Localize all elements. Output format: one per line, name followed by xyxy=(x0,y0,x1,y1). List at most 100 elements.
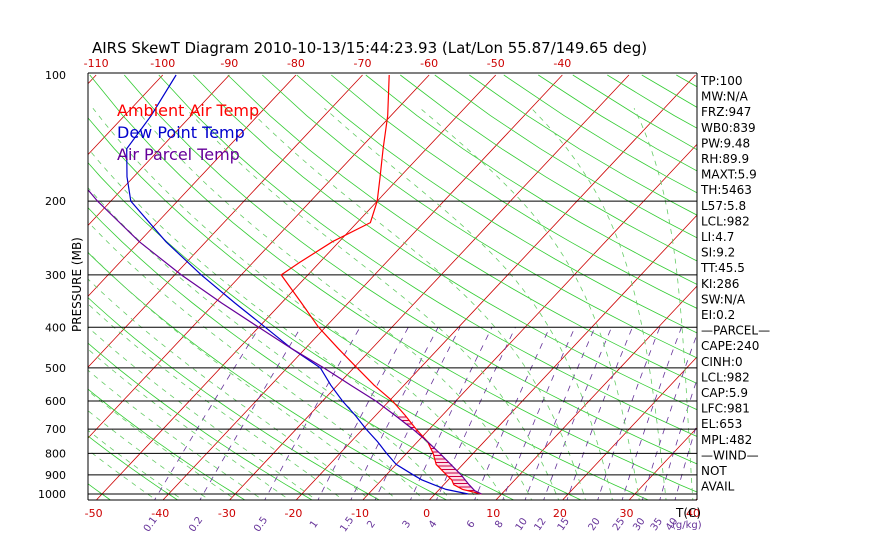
index-label: AVAIL xyxy=(701,480,735,494)
top-temp-tick-label: -80 xyxy=(287,57,305,70)
dry-adiabat-line xyxy=(123,74,697,465)
mixing-ratio-tick-label: 6 xyxy=(465,519,478,531)
mixing-ratio-tick-label: 0.2 xyxy=(187,515,205,534)
index-label: CAP:5.9 xyxy=(701,386,748,400)
moist-adiabat-line xyxy=(88,410,211,500)
index-label: LFC:981 xyxy=(701,402,750,416)
dry-adiabat-line xyxy=(88,297,381,500)
legend-dew-point-temp: Dew Point Temp xyxy=(117,123,245,142)
top-temp-tick-label: -40 xyxy=(553,57,571,70)
legend-ambient-air-temp: Ambient Air Temp xyxy=(117,101,259,120)
dry-adiabat-line xyxy=(296,74,697,334)
isotherm-line xyxy=(428,214,697,500)
top-temp-tick-label: -100 xyxy=(150,57,175,70)
moist-adiabat-line xyxy=(88,390,237,500)
mixing-ratio-line xyxy=(409,327,493,500)
isotherm-line xyxy=(295,74,696,500)
mixing-ratio-line xyxy=(524,327,596,500)
dry-adiabat-line xyxy=(88,483,112,500)
mixing-ratio-tick-label: 0.5 xyxy=(252,515,270,534)
index-label: EL:653 xyxy=(701,417,742,431)
moist-adiabat-line xyxy=(88,147,479,500)
bottom-temp-tick-label: -10 xyxy=(351,507,369,520)
moist-adiabat-line xyxy=(92,107,506,500)
isotherm-line xyxy=(760,75,870,503)
isotherm-line xyxy=(162,74,563,500)
pressure-tick-label: 900 xyxy=(45,469,66,482)
top-temp-tick-label: -60 xyxy=(420,57,438,70)
isotherm-line xyxy=(88,74,430,439)
moist-adiabat-line xyxy=(633,108,694,500)
index-label: EI:0.2 xyxy=(701,308,735,322)
moist-adiabat-line xyxy=(88,369,264,500)
moist-adiabat-line xyxy=(88,348,291,500)
plot-frame xyxy=(87,72,698,501)
top-temp-tick-label: -50 xyxy=(487,57,505,70)
isotherm-line xyxy=(0,75,30,503)
isotherm-line xyxy=(88,74,230,226)
pressure-axis-title: PRESSURE (MB) xyxy=(70,237,84,332)
index-label: MW:N/A xyxy=(701,90,749,104)
moist-adiabat-line xyxy=(185,107,560,500)
pressure-tick-label: 300 xyxy=(45,269,66,282)
dry-adiabat-line xyxy=(365,74,697,285)
moist-adiabat-line xyxy=(88,278,371,500)
moist-adiabat-line xyxy=(531,107,667,500)
index-label: TT:45.5 xyxy=(700,261,745,275)
bottom-temp-tick-label: 10 xyxy=(486,507,500,520)
thermodynamic-background xyxy=(0,74,870,503)
isotherm-line xyxy=(88,74,164,156)
bottom-temperature-labels: -50 -40 -30 -20 -10 0 10 20 30 40 xyxy=(85,507,700,520)
dry-adiabat-line xyxy=(88,117,650,500)
dry-adiabat-line xyxy=(400,74,697,262)
mixing-ratio-line xyxy=(374,327,461,500)
moist-adiabat-line xyxy=(247,107,586,500)
mixing-ratio-tick-label: 10 xyxy=(514,516,530,533)
index-label: RH:89.9 xyxy=(701,152,749,166)
dry-adiabat-line xyxy=(641,74,697,108)
index-label: TP:100 xyxy=(700,74,743,88)
mixing-ratio-tick-label: 3 xyxy=(401,519,414,531)
index-label: CAPE:240 xyxy=(701,339,759,353)
isobars xyxy=(88,200,697,495)
index-label: LI:4.7 xyxy=(701,230,734,244)
bottom-temp-tick-label: -20 xyxy=(284,507,302,520)
dry-adiabat-line xyxy=(88,207,515,500)
mixing-ratio-tick-label: 8 xyxy=(493,519,506,531)
dry-adiabat-line xyxy=(434,74,697,239)
dry-adiabat-line xyxy=(89,74,697,493)
dry-adiabat-line xyxy=(193,74,697,411)
moist-adiabat-line xyxy=(419,107,640,500)
isotherm-line xyxy=(229,74,630,500)
mixing-ratio-tick-label: 4 xyxy=(427,519,440,531)
dry-adiabat-line xyxy=(88,342,313,500)
mixing-ratio-line xyxy=(350,327,439,500)
pressure-axis-labels: 100 200 300 400 500 600 700 800 900 1000 xyxy=(38,69,66,501)
pressure-tick-label: 600 xyxy=(45,395,66,408)
dew-point-temp-line xyxy=(126,74,469,495)
mixing-ratio-tick-label: 2 xyxy=(365,519,378,531)
index-label: SI:9.2 xyxy=(701,246,735,260)
index-label: MAXT:5.9 xyxy=(701,168,757,182)
index-label: LCL:982 xyxy=(701,370,750,384)
pressure-tick-label: 200 xyxy=(45,195,66,208)
bottom-temp-tick-label: 20 xyxy=(553,507,567,520)
isotherm-line xyxy=(826,75,870,503)
isotherm-line xyxy=(495,285,697,500)
moist-adiabat-line xyxy=(88,326,317,500)
index-label: TH:5463 xyxy=(700,183,752,197)
moist-adiabat-line xyxy=(88,251,398,500)
pressure-tick-label: 100 xyxy=(45,69,66,82)
moist-adiabat-line xyxy=(88,221,425,500)
mixing-ratio-line xyxy=(264,327,361,500)
bottom-temp-tick-label: 0 xyxy=(423,507,430,520)
air-parcel-temp-line xyxy=(88,188,482,495)
moist-adiabat-line xyxy=(134,107,533,500)
mixing-ratio-tick-label: 12 xyxy=(532,516,548,533)
pressure-tick-label: 500 xyxy=(45,362,66,375)
dry-adiabat-line xyxy=(262,74,697,359)
chart-title: AIRS SkewT Diagram 2010-10-13/15:44:23.9… xyxy=(92,39,647,57)
moist-adiabat-line xyxy=(88,429,184,500)
index-label: KI:286 xyxy=(701,277,739,291)
